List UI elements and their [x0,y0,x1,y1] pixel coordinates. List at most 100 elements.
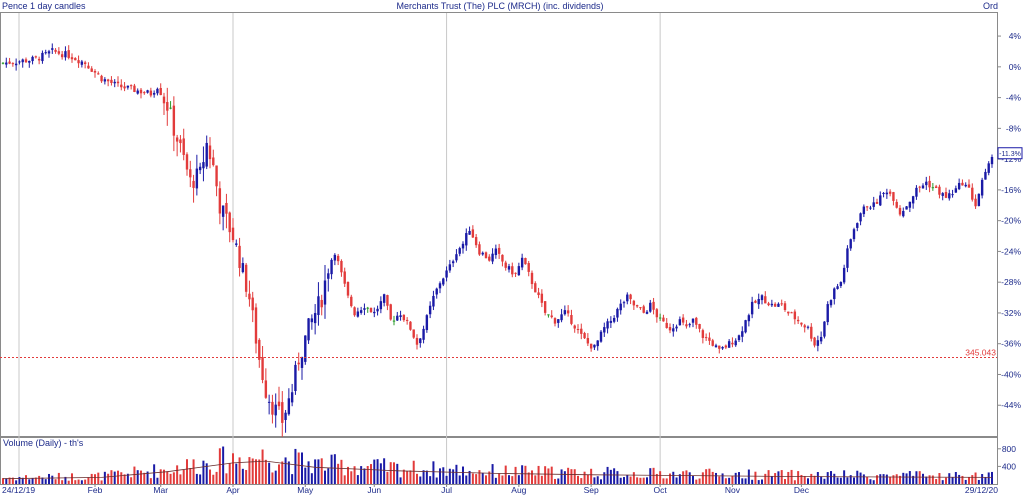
candle-body [980,179,984,196]
volume-bar [284,457,287,484]
volume-bar [320,458,323,484]
candle-body [944,191,948,198]
volume-bar [820,476,823,484]
volume-bar [830,471,832,484]
volume-bar [728,477,731,484]
candle-body [474,237,478,246]
candle-body [120,84,123,88]
candle-body [596,340,599,347]
volume-bar [968,477,970,484]
candle-body [662,317,665,322]
candle-body [346,282,350,296]
candle-body [304,335,307,362]
candle-body [271,401,274,415]
volume-bar [954,471,957,484]
candle-body [892,192,895,201]
candle-body [412,329,415,338]
volume-bar [961,475,964,484]
candle-body [231,227,235,241]
gridlines [18,13,661,484]
volume-bar [563,471,566,484]
volume-bar [333,454,336,484]
volume-bar [399,477,402,484]
x-tick-label: Oct [654,485,668,495]
volume-bar [71,473,73,484]
candle-body [839,282,843,286]
candle-body [534,283,537,293]
volume-bar [685,470,688,484]
candle-body [632,300,636,306]
candle-body [405,319,409,321]
volume-bar [402,469,405,484]
candle-body [497,247,501,254]
volume-bar [813,475,816,484]
candle-body [928,180,931,188]
volume-bar [156,477,159,484]
volume-average-line [2,460,993,480]
candle-body [251,297,254,311]
candle-body [511,266,514,275]
candle-body [760,295,764,301]
candle-body [681,317,685,323]
candle-body [366,307,369,309]
volume-bar [869,479,872,484]
candle-body [258,339,261,360]
volume-bar [330,454,333,484]
volume-bar [826,472,829,484]
volume-bars [2,446,993,484]
volume-bar [935,479,938,484]
candle-body [244,264,248,292]
volume-bar [340,459,343,484]
candle-body [934,186,938,189]
volume-bar [767,470,770,484]
volume-bar [225,473,228,484]
candle-body [672,328,675,332]
volume-bar [202,460,205,484]
volume-bar [327,468,330,484]
volume-bar [271,472,274,484]
volume-bar [123,474,126,484]
volume-bar [557,478,560,484]
volume-bar [524,465,527,484]
y-tick-label: 4% [1009,31,1022,41]
candle-body [77,60,80,64]
candle-body [908,201,912,208]
candle-body [796,319,800,322]
candle-body [327,273,330,279]
candle-body [553,318,557,324]
volume-bar [435,477,438,484]
volume-bar [120,472,123,484]
candle-body [28,60,31,63]
candle-body [859,213,862,222]
candle-body [589,343,593,349]
candle-body [277,401,281,407]
candle-body [235,243,238,245]
volume-bar [885,474,888,484]
volume-bar [485,475,487,484]
candle-body [905,206,908,210]
candle-body [44,52,47,54]
x-tick-label: Mar [153,485,168,495]
volume-bar [701,472,704,484]
candle-body [744,320,747,333]
candle-body [156,88,159,94]
candle-body [313,313,317,324]
volume-bar [429,476,432,484]
volume-bar [698,478,701,484]
volume-bar [307,461,310,484]
candle-body [520,257,524,268]
volume-bar [646,477,648,484]
x-tick-label: Sep [584,485,599,495]
volume-bar [366,466,369,484]
candle-body [773,303,777,307]
candle-body [399,315,402,317]
volume-bar [425,470,428,484]
candle-body [64,51,67,58]
candle-body [31,56,34,62]
volume-bar [471,473,474,484]
volume-bar [159,469,162,484]
candle-body [527,263,530,272]
volume-bar [337,463,340,484]
candle-body [507,266,511,270]
candle-body [129,85,133,87]
